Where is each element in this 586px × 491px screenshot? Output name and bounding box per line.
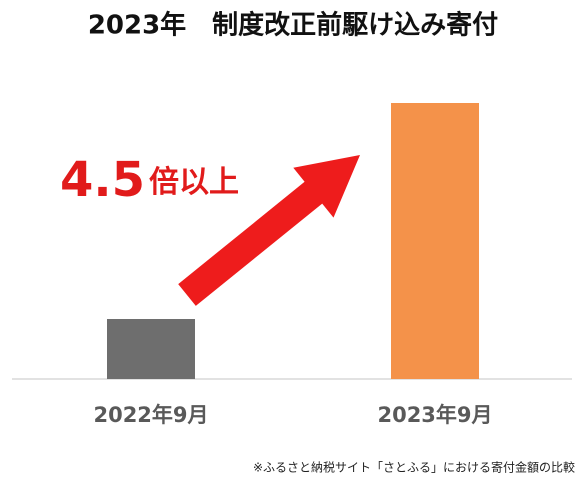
annotation: 4.5 倍以上 [60, 152, 239, 208]
annotation-number: 4.5 [60, 152, 145, 208]
growth-arrow [178, 155, 360, 306]
chart-title: 2023年 制度改正前駆け込み寄付 [88, 10, 498, 41]
x-tick-label: 2022年9月 [93, 403, 208, 427]
footnote: ※ふるさと納税サイト「さとふる」における寄付金額の比較 [253, 460, 575, 475]
annotation-text: 倍以上 [149, 165, 239, 200]
bar [107, 319, 195, 379]
bar [391, 103, 479, 379]
x-tick-label: 2023年9月 [377, 403, 492, 427]
